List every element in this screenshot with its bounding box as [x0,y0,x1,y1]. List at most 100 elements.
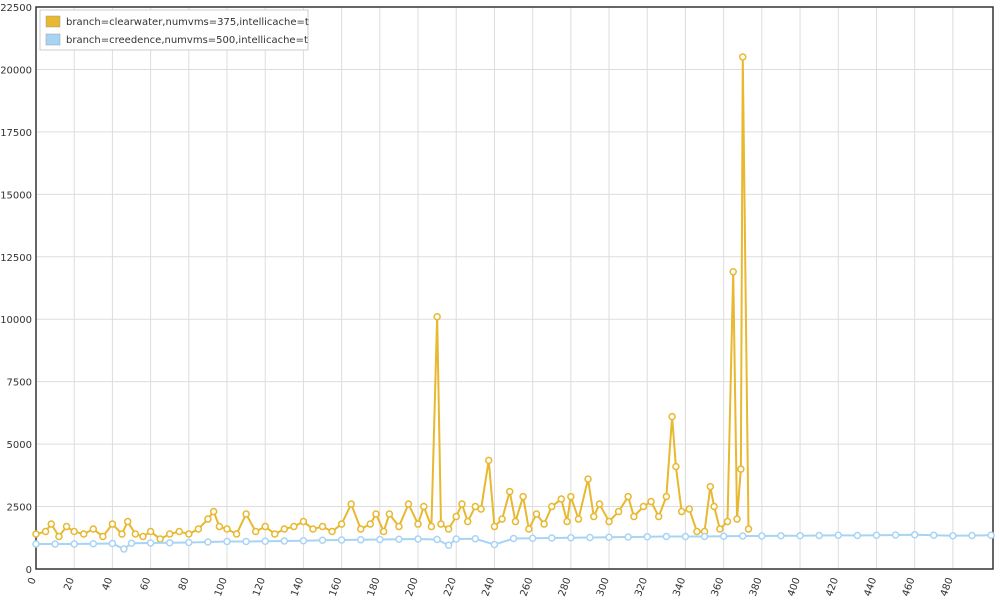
data-point [108,539,117,548]
y-tick-label: 7500 [7,378,32,389]
data-point [672,462,680,471]
data-point [165,530,174,538]
data-point [444,541,453,550]
data-point [700,532,709,541]
data-point [41,527,50,536]
data-point [567,492,575,501]
data-point [32,530,40,538]
x-tick-label: 0 [26,576,39,586]
data-point [372,510,380,518]
y-tick-label: 17500 [0,128,32,139]
data-point [547,534,556,542]
data-point [716,525,724,533]
data-point [511,517,520,526]
data-point [437,520,445,528]
data-point [127,539,136,548]
data-point [290,522,298,531]
data-point [471,535,480,543]
x-tick-label: 60 [139,576,154,592]
data-point [108,520,117,528]
data-point [261,522,269,531]
data-point [706,482,715,491]
data-point [47,520,56,528]
legend-swatch [45,15,61,28]
data-point [563,517,571,526]
data-point [891,531,900,539]
data-point [89,540,98,548]
data-point [427,522,436,531]
data-point [519,492,527,501]
x-tick-label: 480 [939,576,956,598]
data-point [949,532,957,540]
plot-border [35,6,994,570]
data-point [528,534,537,543]
data-point [586,533,594,542]
x-tick-label: 20 [62,576,77,592]
data-point [815,531,823,540]
data-point [414,520,422,528]
y-tick-label: 20000 [0,65,32,76]
data-point [590,512,598,521]
data-point [498,515,506,523]
data-point [318,536,327,545]
data-point [930,531,938,540]
data-point [677,507,686,516]
data-point [366,520,375,528]
data-point [796,532,804,540]
data-point [733,515,741,523]
data-point [118,530,126,538]
data-point [356,536,365,544]
data-point [458,500,466,508]
data-point [328,527,336,536]
legend-swatch [45,33,61,46]
data-point [739,53,747,61]
data-point [32,540,40,548]
data-point [55,532,63,541]
x-tick-label: 220 [442,576,459,598]
y-tick-label: 15000 [0,190,32,201]
x-tick-label: 140 [289,576,306,598]
data-point [165,539,174,547]
data-point [146,527,155,536]
x-tick-label: 320 [633,576,650,598]
data-point [505,487,514,496]
data-point [614,507,623,516]
data-point [643,533,652,541]
data-point [758,532,766,540]
data-point [123,517,132,526]
data-point [630,512,638,521]
data-point [681,532,690,541]
data-point [299,517,308,526]
data-point [309,525,317,533]
data-point [337,520,346,528]
data-point [605,517,613,526]
data-point [710,502,718,511]
x-tick-label: 360 [710,576,727,598]
data-point [232,530,241,538]
data-point [910,531,919,539]
data-point [777,532,785,540]
y-tick-label: 2500 [7,503,32,514]
data-point [452,535,460,543]
x-tick-label: 40 [101,576,116,592]
data-point [662,492,671,501]
data-point [242,537,250,546]
data-point [139,532,147,541]
data-point [719,532,728,541]
data-point [215,522,224,531]
data-point [490,522,499,531]
data-point [379,527,388,536]
data-point [385,510,394,518]
data-point [146,539,155,547]
data-point [477,505,485,513]
data-point [968,531,976,540]
data-point [729,268,737,276]
data-point [532,510,541,518]
y-tick-label: 10000 [0,315,32,326]
x-tick-label: 80 [177,576,192,592]
data-point [80,530,88,538]
data-point [605,533,613,542]
data-point [540,520,548,528]
data-point [271,530,279,538]
series-line [35,56,750,541]
